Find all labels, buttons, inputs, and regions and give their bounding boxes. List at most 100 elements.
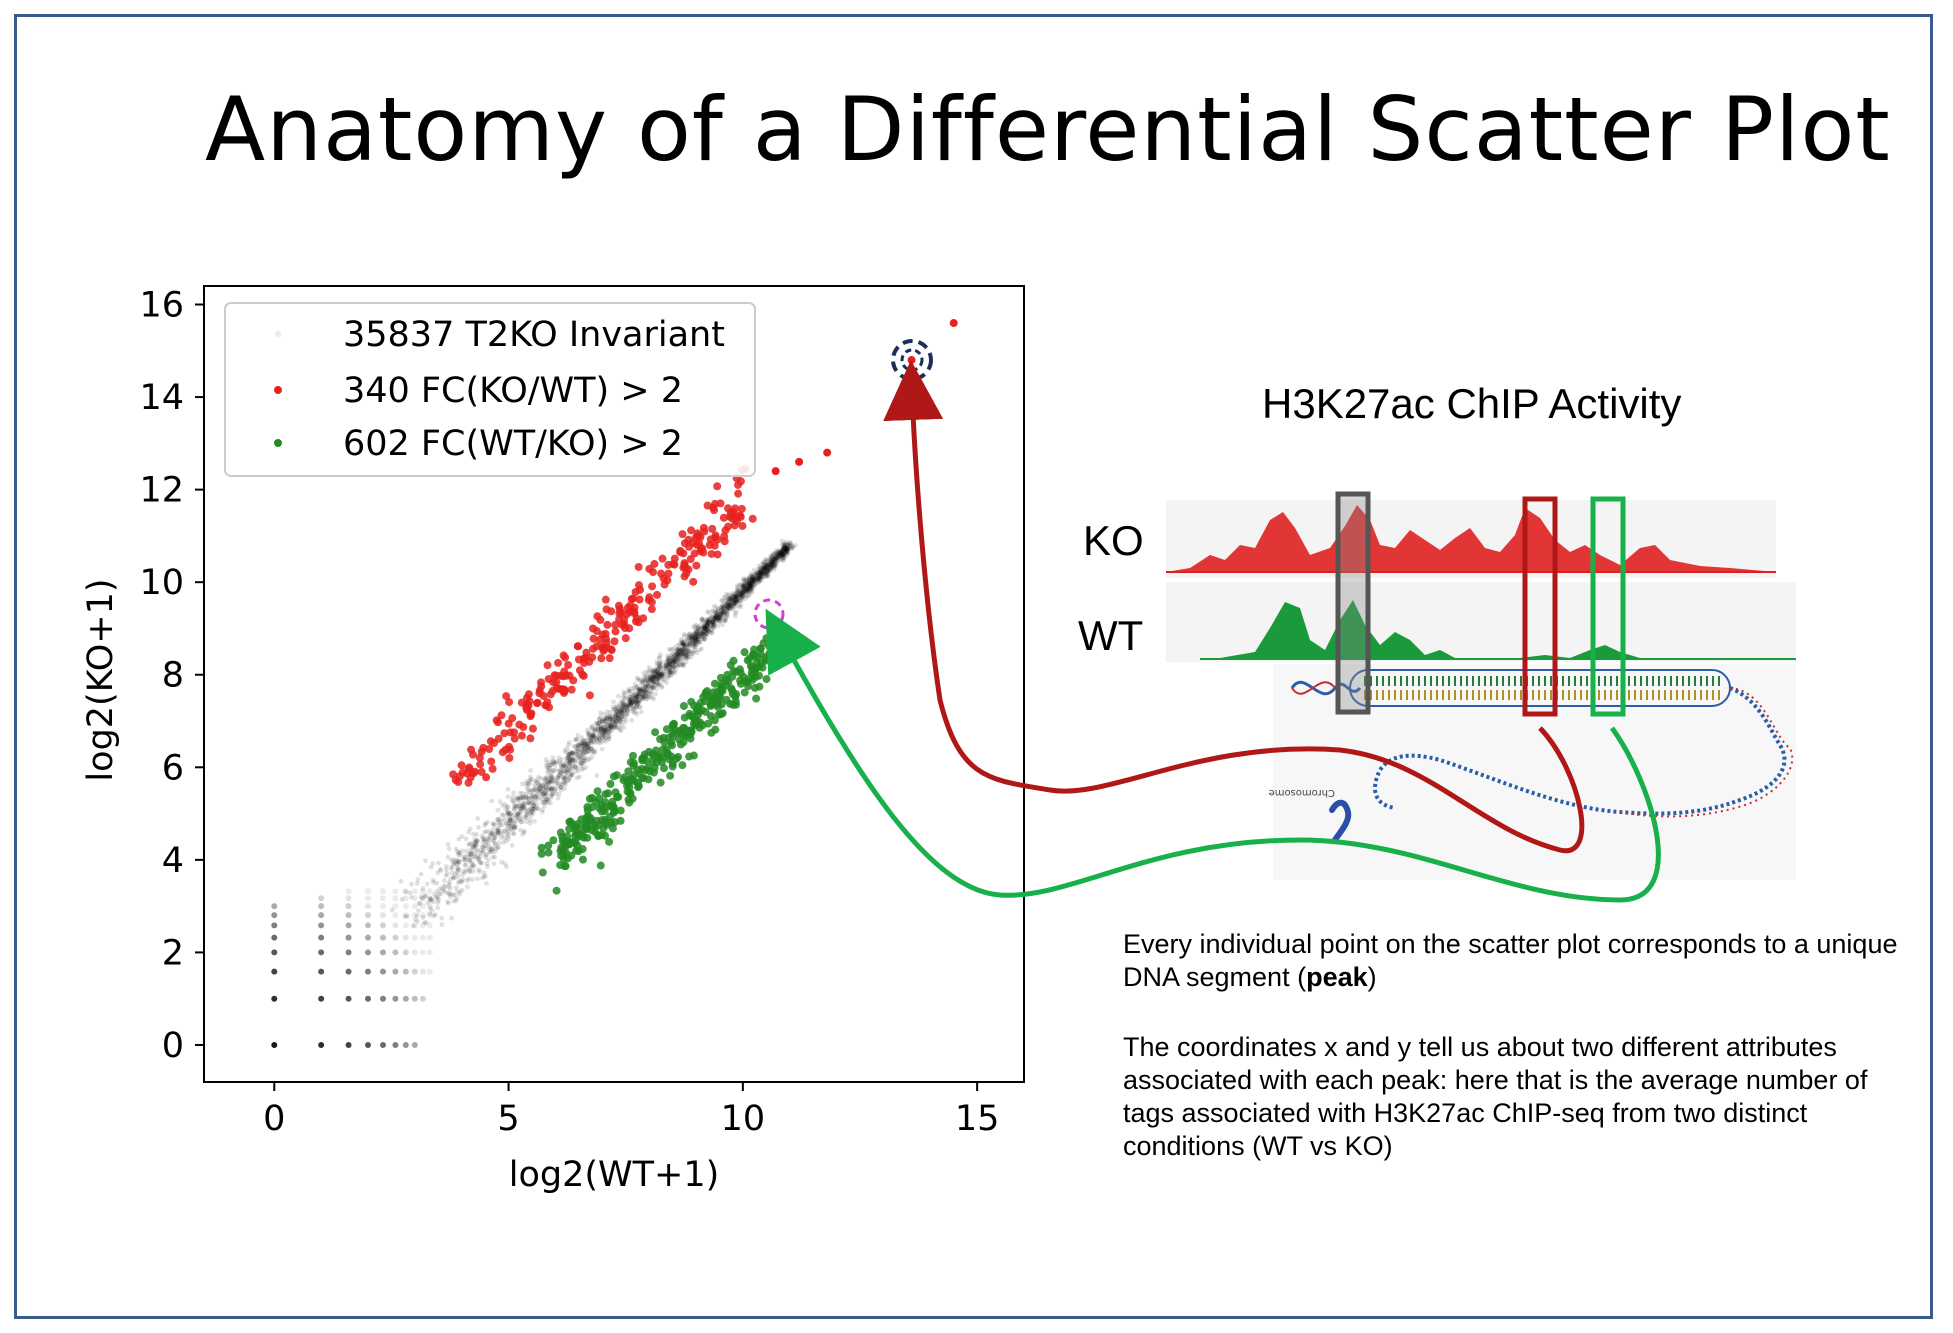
point-ko-up [639, 614, 648, 623]
point-invariant [572, 744, 578, 750]
point-invariant [450, 875, 456, 881]
point-invariant [679, 647, 685, 653]
desc-p2: The coordinates x and y tell us about tw… [1123, 1032, 1868, 1161]
point-invariant [523, 791, 529, 797]
y-tick-label: 8 [162, 656, 184, 696]
point-invariant [621, 705, 627, 711]
point-invariant [604, 728, 609, 733]
point-invariant [685, 642, 691, 648]
point-invariant [748, 581, 753, 587]
point-invariant [744, 578, 750, 584]
point-invariant [486, 844, 492, 849]
point-invariant [476, 867, 482, 873]
y-tick-label: 12 [139, 471, 184, 511]
point-wt-up [669, 720, 678, 729]
point-invariant [742, 596, 748, 602]
point-invariant [700, 618, 706, 624]
point-ko-up [738, 521, 747, 530]
point-invariant [494, 829, 500, 834]
desc-p1-bold: peak [1306, 962, 1368, 992]
point-ko-up [467, 745, 476, 754]
point-invariant [474, 838, 480, 844]
point-invariant [680, 641, 686, 647]
point-invariant [738, 595, 744, 601]
point-wt-up [736, 668, 745, 677]
point-invariant [765, 573, 771, 579]
point-invariant [566, 764, 572, 770]
point-invariant [461, 869, 467, 874]
point-invariant [574, 736, 580, 742]
point-invariant [468, 854, 474, 860]
point-invariant [379, 934, 386, 941]
point-invariant [449, 915, 454, 921]
point-invariant [466, 829, 471, 835]
point-invariant [760, 566, 766, 572]
point-invariant [407, 890, 413, 896]
point-invariant [784, 544, 789, 550]
point-invariant [521, 798, 526, 804]
point-invariant [692, 644, 698, 649]
point-invariant [632, 697, 638, 703]
point-invariant [745, 585, 751, 591]
point-invariant [715, 614, 720, 620]
point-wt-up [595, 794, 604, 803]
point-wt-up [710, 697, 719, 706]
point-invariant [695, 640, 701, 645]
point-invariant [398, 878, 404, 884]
point-invariant [443, 873, 449, 878]
point-invariant [783, 546, 789, 552]
point-invariant [729, 600, 735, 606]
point-invariant [686, 642, 692, 648]
point-invariant [506, 828, 512, 834]
point-invariant [527, 820, 533, 826]
point-invariant [640, 687, 645, 692]
point-invariant [733, 594, 739, 600]
point-invariant [548, 773, 554, 779]
point-invariant [271, 949, 278, 956]
point-wt-up [717, 710, 726, 719]
point-invariant [701, 624, 707, 630]
point-invariant [402, 995, 409, 1002]
point-invariant [598, 725, 604, 731]
point-invariant [745, 581, 751, 586]
point-invariant [616, 720, 622, 726]
point-invariant [467, 869, 473, 874]
point-invariant [562, 748, 568, 754]
point-invariant [611, 718, 617, 724]
point-ko-up [663, 576, 672, 585]
point-invariant [523, 793, 529, 799]
point-invariant [601, 716, 606, 722]
point-invariant [636, 687, 641, 693]
point-invariant [678, 659, 684, 664]
point-invariant [627, 706, 633, 712]
point-invariant [409, 894, 414, 900]
point-invariant [613, 721, 618, 727]
point-ko-up [464, 778, 473, 787]
point-invariant [446, 846, 452, 852]
point-invariant [679, 649, 685, 655]
point-invariant [443, 864, 449, 869]
point-ko-up [504, 719, 513, 728]
point-invariant [423, 893, 429, 898]
point-invariant [740, 586, 746, 591]
point-invariant [562, 760, 568, 766]
point-invariant [721, 607, 726, 613]
point-wt-up [740, 648, 749, 657]
point-ko-up [713, 482, 722, 491]
point-invariant [693, 627, 699, 633]
point-invariant [739, 583, 745, 589]
point-invariant [526, 782, 531, 787]
point-invariant [642, 674, 648, 680]
point-invariant [753, 581, 759, 587]
point-wt-up [538, 868, 547, 877]
point-invariant [402, 912, 409, 919]
point-invariant [318, 895, 325, 902]
point-invariant [595, 720, 601, 726]
point-invariant [749, 584, 755, 590]
point-invariant [760, 560, 766, 566]
point-invariant [547, 787, 553, 793]
point-invariant [705, 621, 711, 627]
point-wt-up [717, 679, 726, 688]
point-wt-up [611, 788, 620, 797]
point-invariant [678, 637, 684, 642]
